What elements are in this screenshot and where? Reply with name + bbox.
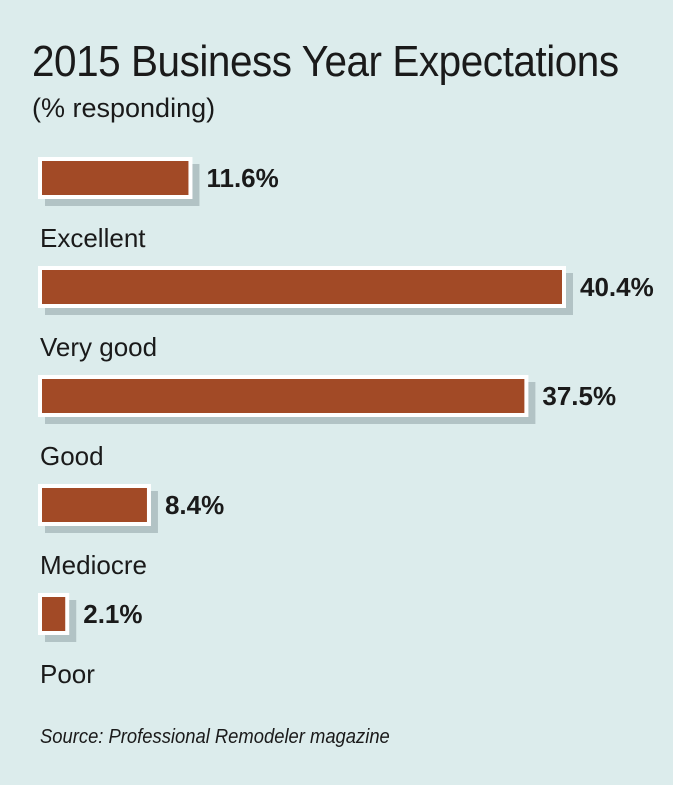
value-label-very-good: 40.4% <box>580 272 654 302</box>
source-note: Source: Professional Remodeler magazine <box>40 726 390 748</box>
bar-mediocre <box>38 484 151 526</box>
category-label-excellent: Excellent <box>40 223 146 253</box>
value-label-good: 37.5% <box>542 381 616 411</box>
value-label-mediocre: 8.4% <box>165 490 224 520</box>
category-label-very-good: Very good <box>40 332 157 362</box>
bar-very-good <box>38 266 566 308</box>
bar-good <box>38 375 529 417</box>
category-label-poor: Poor <box>40 659 95 689</box>
value-label-excellent: 11.6% <box>206 163 278 193</box>
chart-subtitle: (% responding) <box>32 93 216 123</box>
bar-excellent <box>38 157 193 199</box>
value-label-poor: 2.1% <box>83 599 142 629</box>
bar-poor <box>38 593 70 635</box>
category-label-mediocre: Mediocre <box>40 550 147 580</box>
category-label-good: Good <box>40 441 104 471</box>
chart-title: 2015 Business Year Expectations <box>32 37 619 86</box>
